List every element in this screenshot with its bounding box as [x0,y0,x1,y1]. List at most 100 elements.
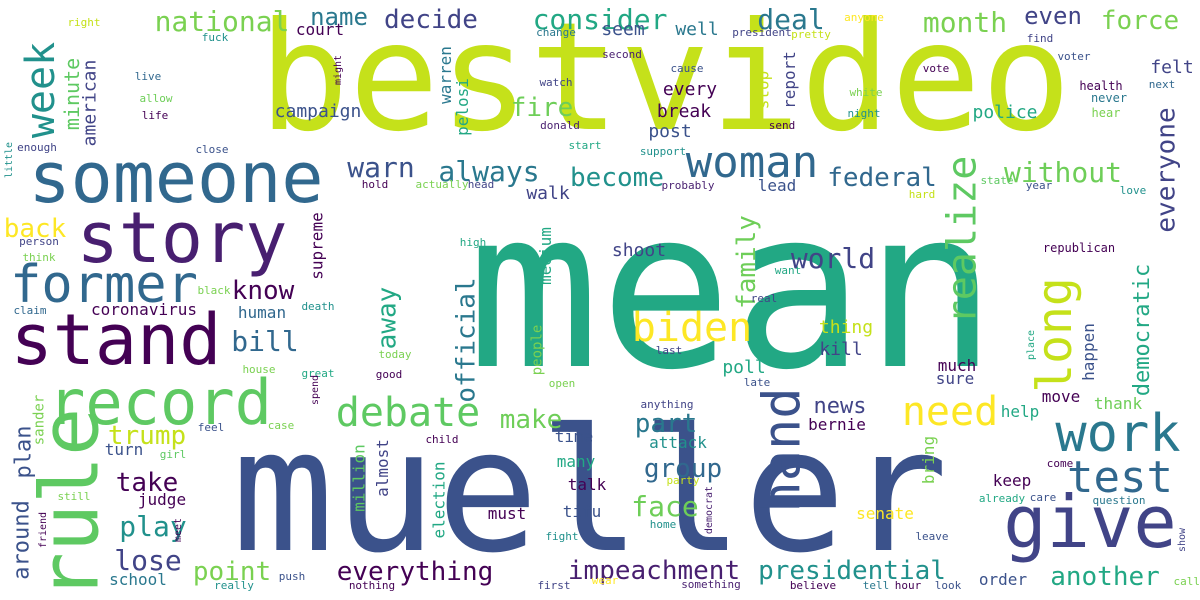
word-change: change [536,25,576,39]
word-stand: stand [10,299,222,381]
word-shoot: shoot [611,240,667,261]
word-american: american [78,59,100,147]
word-always: always [438,155,540,188]
word-democrat: democrat [703,485,715,535]
word-every: every [662,79,718,100]
word-something: something [681,577,741,591]
word-case: case [267,418,295,432]
word-leave: leave [915,529,949,543]
word-head: head [467,177,495,191]
word-group: group [643,454,723,484]
word-live: live [134,69,162,83]
word-open: open [548,376,576,390]
word-lose: lose [114,544,182,577]
word-coronavirus: coronavirus [91,300,197,319]
word-love: love [1119,183,1147,197]
word-state: state [980,173,1014,187]
word-donald: donald [540,118,580,132]
word-allow: allow [139,91,173,105]
word-believe: believe [789,578,837,592]
word-claim: claim [13,303,47,317]
word-fire: fire [510,93,574,123]
word-hand: hand [752,387,813,513]
word-name: name [310,3,368,31]
word-good: good [375,367,403,381]
word-white: white [849,85,883,99]
word-want: want [774,263,802,277]
word-look: look [934,578,962,592]
word-story: story [76,197,288,279]
word-president: president [732,25,792,39]
word-today: today [378,347,412,361]
word-woman: woman [685,137,819,188]
word-election: election [430,461,449,539]
word-face: face [631,490,699,523]
word-supreme: supreme [308,212,327,280]
word-move: move [1041,387,1081,406]
word-happen: happen [1078,323,1098,381]
word-republican: republican [1042,241,1116,255]
word-debate: debate [335,390,481,436]
word-care: care [1029,490,1057,504]
word-even: even [1024,2,1082,30]
word-bring: bring [918,435,938,485]
word-without: without [1003,156,1122,189]
word-long: long [1027,277,1083,393]
word-school: school [109,570,167,589]
word-around: around [10,500,36,580]
word-biden: biden [631,305,753,351]
word-back: back [3,214,67,244]
word-death: death [301,299,335,313]
word-voter: voter [1057,49,1091,63]
word-little: little [4,141,15,179]
word-meet: meet [173,517,184,543]
word-high: high [459,235,487,249]
word-time: time [554,427,594,446]
word-home: home [649,517,677,531]
word-sander: sander [30,394,47,446]
word-week: week [18,41,65,139]
word-make: make [499,405,563,435]
word-life: life [141,108,169,122]
word-fight: fight [545,529,579,543]
word-child: child [425,432,459,446]
word-consider: consider [532,3,668,36]
word-must: must [487,504,527,523]
word-lead: lead [757,176,797,195]
word-show: show [1177,527,1188,553]
word-well: well [675,19,719,40]
word-post: post [648,121,692,142]
word-last: last [655,343,683,357]
word-democratic: democratic [1129,263,1155,397]
word-come: come [1046,456,1074,470]
word-anyone: anyone [844,10,884,24]
word-feel: feel [197,420,225,434]
word-might: might [332,54,344,86]
word-already: already [978,491,1026,505]
word-felt: felt [1150,57,1194,78]
word-news: news [813,394,867,419]
word-pelosi: pelosi [452,78,472,136]
word-mean: mean [467,162,997,418]
word-know: know [231,276,295,306]
word-need: need [901,389,999,435]
word-health: health [1079,79,1123,93]
word-enough: enough [17,140,57,154]
word-realize: realize [938,155,985,325]
word-think: think [22,250,56,264]
word-great: great [301,366,335,380]
word-warren: warren [435,46,455,104]
word-force: force [1100,6,1180,36]
word-push: push [278,569,306,583]
word-break: break [656,101,712,122]
word-actually: actually [415,177,469,191]
word-official: official [451,277,482,403]
word-girl: girl [159,447,187,461]
word-deal: deal [757,3,825,36]
word-real: real [750,291,778,305]
word-walk: walk [526,183,570,204]
word-someone: someone [28,137,324,219]
word-person: person [19,234,59,248]
word-turn: turn [104,440,144,459]
